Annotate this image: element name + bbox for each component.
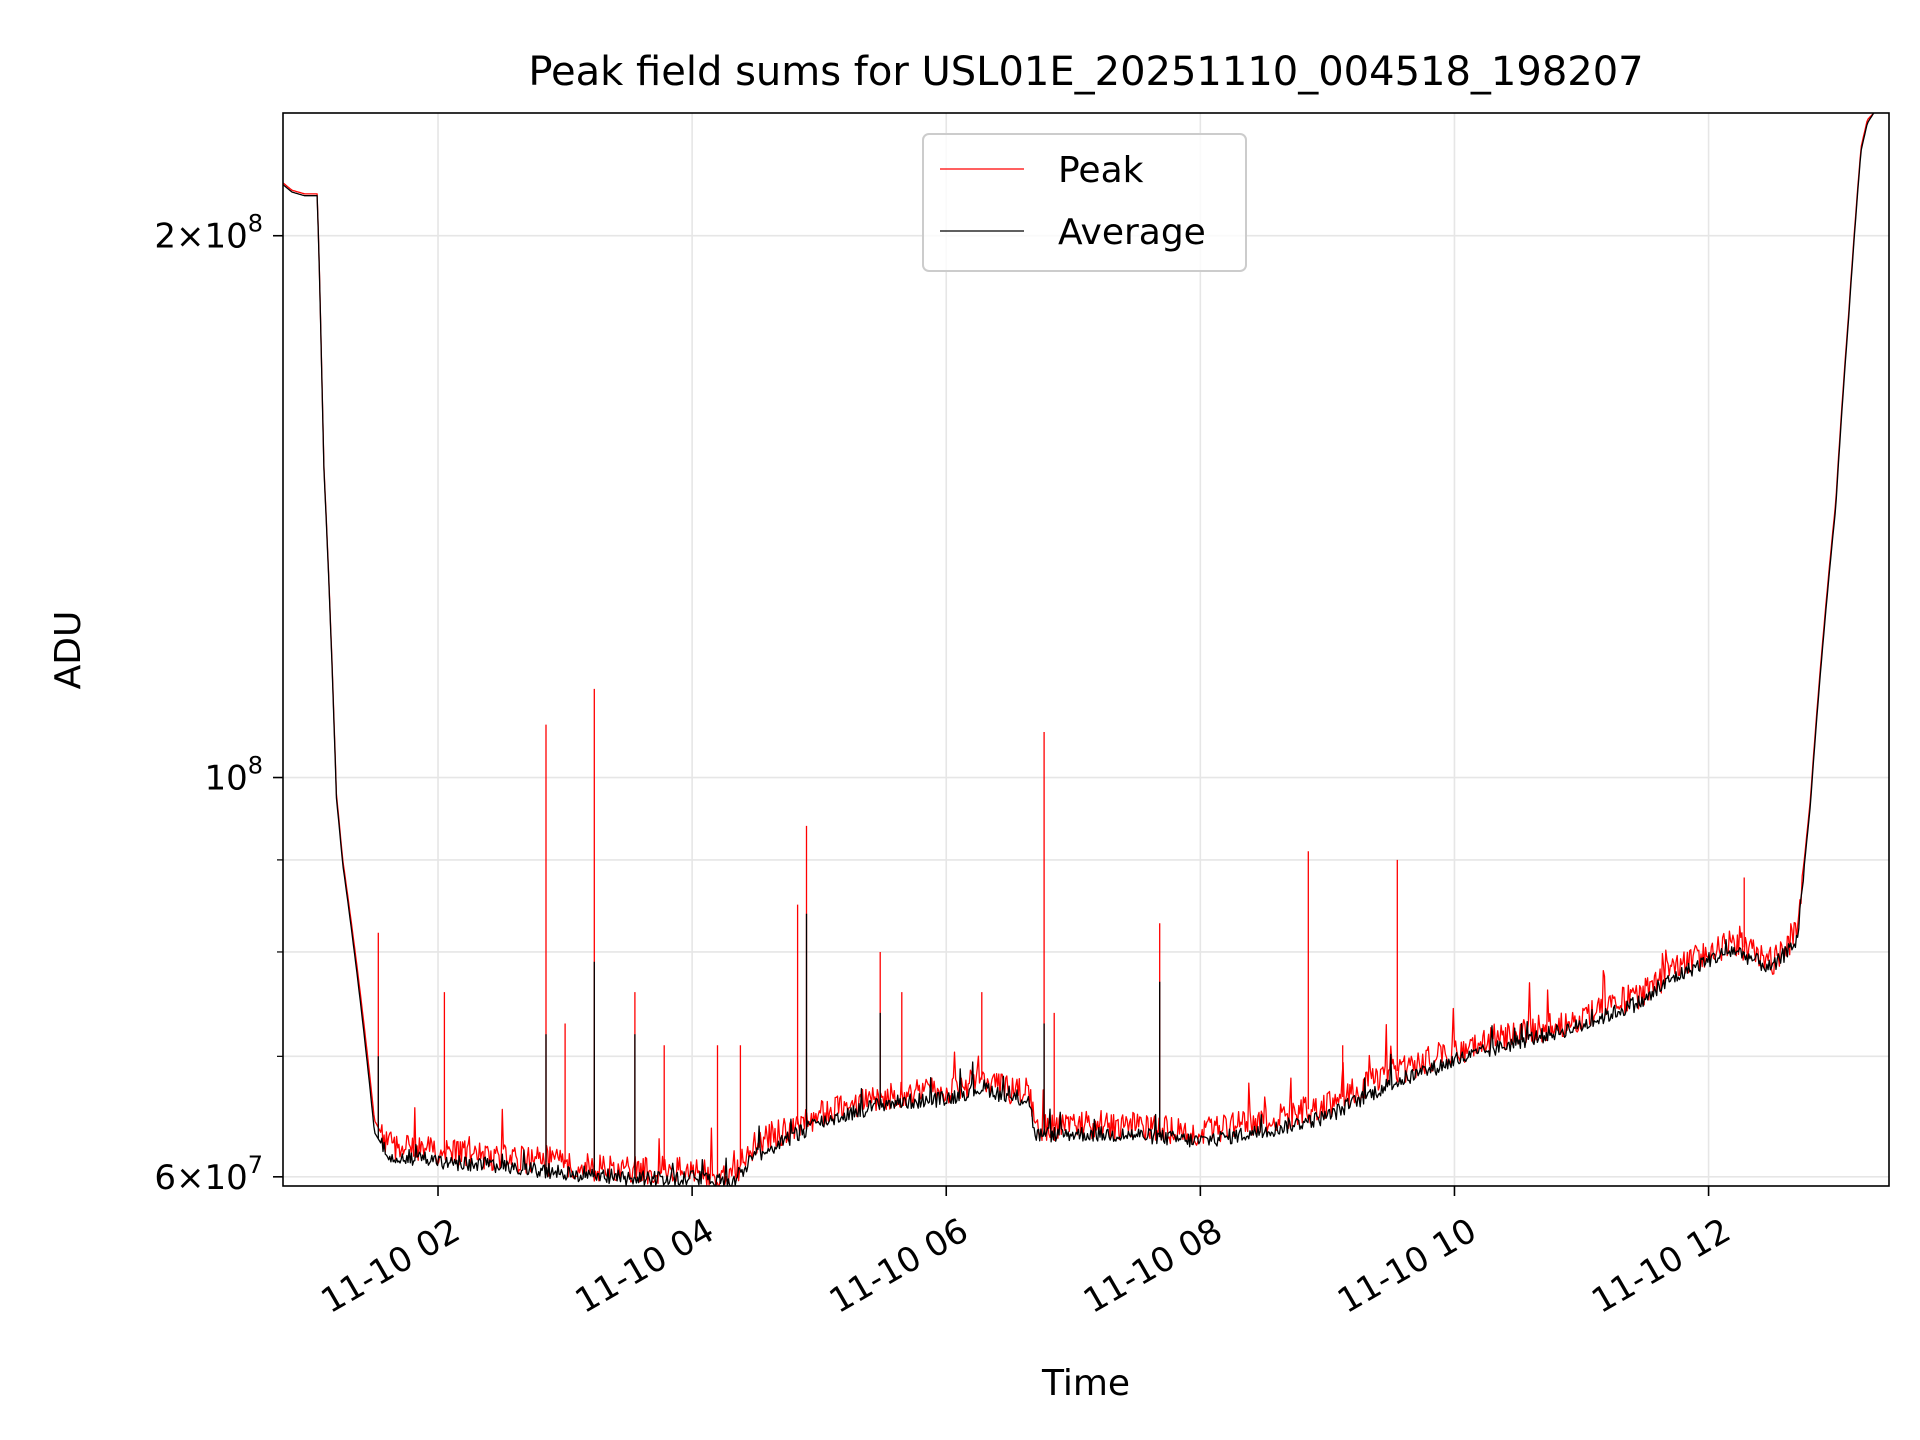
y-axis-label: ADU <box>48 611 89 690</box>
legend-box <box>922 133 1247 272</box>
y-tick-label: 6×107 <box>154 1151 263 1198</box>
x-axis-label: Time <box>1041 1363 1130 1404</box>
series-line-average <box>282 112 1875 1187</box>
legend: Peak Average <box>922 133 1247 272</box>
plot-frame <box>282 112 1890 1187</box>
series-line-peak <box>282 112 1875 1187</box>
grid <box>283 113 1889 1186</box>
plot-lines <box>282 112 1875 1187</box>
chart-title: Peak field sums for USL01E_20251110_0045… <box>528 49 1643 95</box>
legend-label-peak: Peak <box>1058 150 1144 191</box>
y-tick-label: 108 <box>204 752 263 799</box>
series-spikes-average <box>377 913 1745 1179</box>
y-tick-label: 2×108 <box>154 210 263 257</box>
legend-label-average: Average <box>1058 212 1206 253</box>
